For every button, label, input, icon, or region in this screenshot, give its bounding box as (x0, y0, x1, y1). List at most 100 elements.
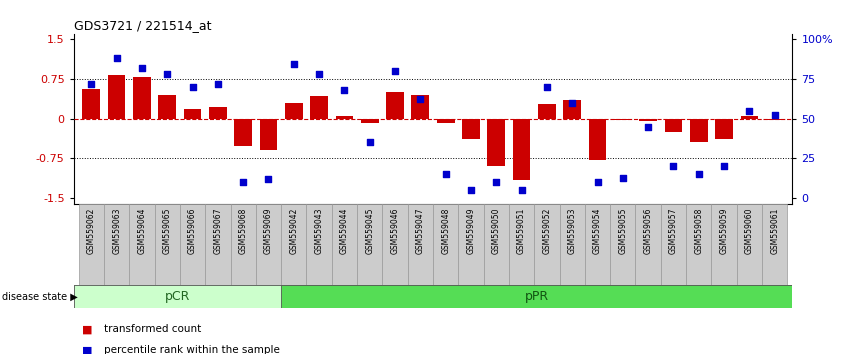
Text: GSM559045: GSM559045 (365, 207, 374, 254)
Bar (614, 119, 631, 120)
Point (262, 176, 275, 182)
Bar (230, 204, 255, 285)
Point (236, 179, 250, 185)
Point (413, 97, 427, 102)
Bar (488, 119, 505, 166)
Bar (483, 204, 509, 285)
Bar (458, 204, 483, 285)
Text: GSM559055: GSM559055 (618, 207, 627, 254)
Text: GSM559060: GSM559060 (745, 207, 754, 254)
Bar (184, 109, 202, 119)
Text: GSM559069: GSM559069 (264, 207, 273, 254)
Bar (357, 204, 383, 285)
Text: GSM559067: GSM559067 (213, 207, 223, 254)
Bar (585, 204, 611, 285)
Text: GSM559057: GSM559057 (669, 207, 678, 254)
Text: GSM559050: GSM559050 (492, 207, 501, 254)
Bar (361, 119, 378, 123)
Bar (509, 204, 534, 285)
Bar (762, 204, 787, 285)
Bar (209, 107, 227, 119)
Bar (281, 285, 792, 308)
Point (338, 87, 352, 93)
Bar (436, 119, 455, 123)
Bar (205, 204, 230, 285)
Text: disease state ▶: disease state ▶ (2, 291, 77, 302)
Text: GSM559058: GSM559058 (695, 207, 703, 254)
Point (84, 81, 98, 86)
Point (135, 65, 149, 70)
Text: GDS3721 / 221514_at: GDS3721 / 221514_at (74, 19, 211, 33)
Bar (690, 119, 708, 142)
Bar (104, 204, 129, 285)
Text: GSM559048: GSM559048 (441, 207, 450, 254)
Point (591, 179, 604, 185)
Text: GSM559059: GSM559059 (720, 207, 728, 254)
Point (717, 164, 731, 169)
Bar (82, 89, 100, 119)
Bar (408, 204, 433, 285)
Text: GSM559061: GSM559061 (770, 207, 779, 254)
Bar (74, 285, 281, 308)
Text: GSM559068: GSM559068 (239, 207, 248, 254)
Text: GSM559047: GSM559047 (416, 207, 425, 254)
Text: transformed count: transformed count (104, 324, 201, 334)
Bar (129, 204, 155, 285)
Text: GSM559064: GSM559064 (138, 207, 146, 254)
Point (160, 71, 174, 77)
Text: ■: ■ (82, 324, 93, 334)
Bar (564, 100, 581, 119)
Point (514, 187, 528, 193)
Bar (462, 119, 480, 139)
Bar (611, 204, 636, 285)
Bar (255, 204, 281, 285)
Point (565, 100, 579, 105)
Bar (335, 116, 353, 119)
Bar (686, 204, 711, 285)
Bar (513, 119, 531, 179)
Bar (332, 204, 357, 285)
Point (312, 71, 326, 77)
Bar (639, 119, 657, 121)
Text: GSM559054: GSM559054 (593, 207, 602, 254)
Text: GSM559053: GSM559053 (568, 207, 577, 254)
Point (742, 108, 756, 113)
Text: GSM559051: GSM559051 (517, 207, 526, 254)
Bar (559, 204, 585, 285)
Bar (386, 92, 404, 119)
Point (185, 84, 199, 90)
Point (692, 171, 706, 177)
Text: GSM559049: GSM559049 (467, 207, 475, 254)
Text: GSM559066: GSM559066 (188, 207, 197, 254)
Bar (79, 204, 104, 285)
Point (110, 55, 124, 61)
Bar (307, 204, 332, 285)
Bar (158, 95, 176, 119)
Bar (411, 95, 430, 119)
Bar (180, 204, 205, 285)
Bar (235, 119, 252, 146)
Point (489, 179, 503, 185)
Bar (664, 119, 682, 132)
Bar (310, 96, 328, 119)
Bar (534, 204, 559, 285)
Text: GSM559043: GSM559043 (314, 207, 324, 254)
Bar (538, 104, 556, 119)
Text: ■: ■ (82, 346, 93, 354)
Text: GSM559042: GSM559042 (289, 207, 298, 254)
Point (388, 68, 402, 74)
Bar (636, 204, 661, 285)
Bar (766, 119, 784, 120)
Bar (661, 204, 686, 285)
Text: pCR: pCR (165, 290, 190, 303)
Text: GSM559062: GSM559062 (87, 207, 96, 254)
Point (641, 124, 655, 129)
Text: pPR: pPR (525, 290, 549, 303)
Point (667, 164, 681, 169)
Point (363, 139, 377, 145)
Bar (281, 204, 307, 285)
Bar (285, 103, 302, 119)
Text: percentile rank within the sample: percentile rank within the sample (104, 346, 280, 354)
Point (464, 187, 478, 193)
Bar (715, 119, 733, 139)
